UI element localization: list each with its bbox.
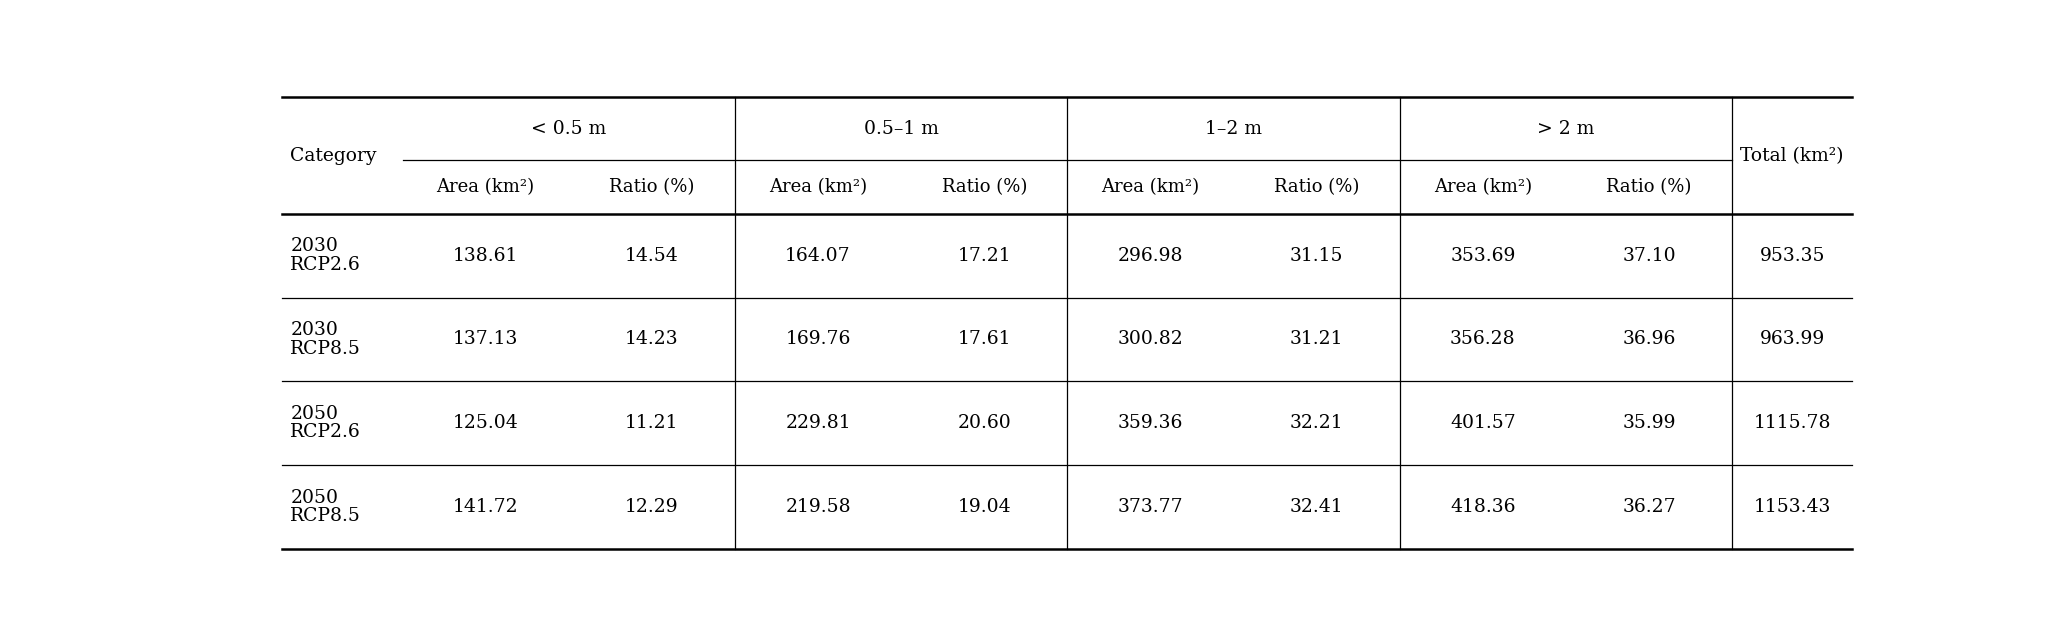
Text: 219.58: 219.58 [785,498,852,516]
Text: 1153.43: 1153.43 [1753,498,1831,516]
Text: 296.98: 296.98 [1118,247,1182,265]
Text: 125.04: 125.04 [453,414,519,432]
Text: 164.07: 164.07 [785,247,852,265]
Text: 17.61: 17.61 [957,330,1011,348]
Text: Ratio (%): Ratio (%) [1606,178,1691,196]
Text: 14.23: 14.23 [624,330,678,348]
Text: Area (km²): Area (km²) [436,178,535,196]
Text: 14.54: 14.54 [624,247,678,265]
Text: 36.96: 36.96 [1623,330,1676,348]
Text: 0.5–1 m: 0.5–1 m [864,120,938,138]
Text: 2030: 2030 [289,238,339,256]
Text: 2050: 2050 [289,405,339,423]
Text: 2050: 2050 [289,488,339,507]
Text: 138.61: 138.61 [453,247,519,265]
Text: 169.76: 169.76 [785,330,852,348]
Text: 36.27: 36.27 [1623,498,1676,516]
Text: Ratio (%): Ratio (%) [1273,178,1360,196]
Text: 31.15: 31.15 [1290,247,1344,265]
Text: RCP2.6: RCP2.6 [289,256,362,274]
Text: RCP2.6: RCP2.6 [289,423,362,441]
Text: 37.10: 37.10 [1623,247,1676,265]
Text: 32.21: 32.21 [1290,414,1344,432]
Text: > 2 m: > 2 m [1538,120,1594,138]
Text: 20.60: 20.60 [957,414,1011,432]
Text: 35.99: 35.99 [1623,414,1676,432]
Text: 359.36: 359.36 [1118,414,1182,432]
Text: RCP8.5: RCP8.5 [289,340,362,358]
Text: Category: Category [289,147,376,164]
Text: 1–2 m: 1–2 m [1205,120,1263,138]
Text: 418.36: 418.36 [1451,498,1515,516]
Text: Ratio (%): Ratio (%) [943,178,1027,196]
Text: 11.21: 11.21 [624,414,678,432]
Text: Area (km²): Area (km²) [1434,178,1532,196]
Text: 12.29: 12.29 [624,498,678,516]
Text: 17.21: 17.21 [957,247,1011,265]
Text: 32.41: 32.41 [1290,498,1344,516]
Text: 229.81: 229.81 [785,414,852,432]
Text: 1115.78: 1115.78 [1753,414,1831,432]
Text: 300.82: 300.82 [1118,330,1182,348]
Text: Area (km²): Area (km²) [769,178,868,196]
Text: 963.99: 963.99 [1759,330,1825,348]
Text: 373.77: 373.77 [1118,498,1182,516]
Text: RCP8.5: RCP8.5 [289,507,362,525]
Text: 356.28: 356.28 [1451,330,1515,348]
Text: Total (km²): Total (km²) [1740,147,1844,164]
Text: Ratio (%): Ratio (%) [610,178,695,196]
Text: Area (km²): Area (km²) [1102,178,1199,196]
Text: 19.04: 19.04 [957,498,1011,516]
Text: 401.57: 401.57 [1449,414,1515,432]
Text: 953.35: 953.35 [1759,247,1825,265]
Text: 141.72: 141.72 [453,498,519,516]
Text: < 0.5 m: < 0.5 m [531,120,606,138]
Text: 31.21: 31.21 [1290,330,1344,348]
Text: 2030: 2030 [289,321,339,339]
Text: 353.69: 353.69 [1451,247,1515,265]
Text: 137.13: 137.13 [453,330,519,348]
